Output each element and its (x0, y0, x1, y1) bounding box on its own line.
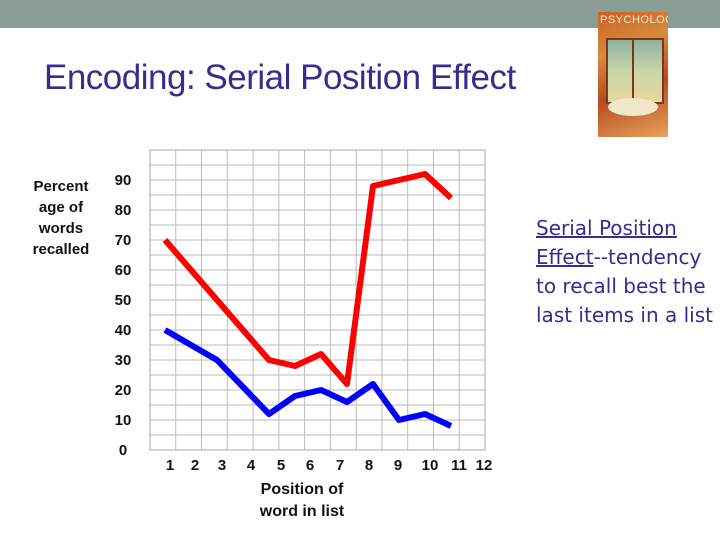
y-axis-label-line: age of (38, 199, 84, 216)
y-axis-label-line: recalled (32, 241, 90, 258)
x-tick-label: 8 (365, 457, 373, 474)
y-tick-label: 0 (119, 442, 127, 459)
blue-series-line (163, 327, 453, 429)
y-tick-label: 50 (115, 292, 132, 309)
y-axis-label: Percent age of words recalled (18, 176, 104, 260)
y-tick-label: 80 (115, 202, 132, 219)
y-tick-label: 40 (115, 322, 132, 339)
slide-title: Encoding: Serial Position Effect (44, 58, 516, 97)
y-tick-label: 10 (115, 412, 132, 429)
y-axis-label-line: Percent (33, 178, 89, 195)
plot-frame (149, 149, 486, 451)
x-tick-label: 4 (247, 457, 256, 474)
x-tick-label: 2 (191, 457, 199, 474)
x-tick-label: 10 (422, 457, 439, 474)
chart-grid (149, 149, 486, 451)
x-tick-label: 5 (277, 457, 285, 474)
x-tick-label: 11 (451, 457, 467, 474)
book-cover-window (606, 38, 664, 104)
book-cover-window-frame (632, 38, 634, 104)
y-tick-label: 60 (115, 262, 132, 279)
x-tick-label: 1 (166, 457, 174, 474)
definition-text: Serial Position Effect--tendency to reca… (536, 214, 720, 330)
x-axis-label: Position of word in list (252, 479, 352, 523)
definition-body: --tendency to recall best the last items… (536, 245, 713, 327)
x-tick-label: 12 (476, 457, 493, 474)
book-cover-table (608, 98, 658, 116)
red-series-line (162, 171, 454, 387)
y-tick-label: 30 (115, 352, 132, 369)
definition-term: Serial Position Effect (536, 216, 677, 269)
x-axis-label-line: word in list (259, 503, 345, 520)
y-tick-label: 70 (115, 232, 132, 249)
x-tick-label: 9 (394, 457, 402, 474)
x-tick-label: 7 (336, 457, 344, 474)
x-tick-label: 6 (306, 457, 314, 474)
y-tick-label: 20 (115, 382, 132, 399)
y-tick-labels: 0 10 20 30 40 50 60 70 80 90 (115, 172, 132, 459)
y-tick-label: 90 (115, 172, 132, 189)
y-axis-label-line: words (38, 220, 84, 237)
textbook-cover-image: PSYCHOLOGY (598, 12, 668, 137)
series-lines (162, 171, 454, 429)
x-axis-label-line: Position of (260, 481, 344, 498)
book-cover-title: PSYCHOLOGY (600, 14, 668, 26)
x-tick-labels: 1 2 3 4 5 6 7 8 9 10 11 12 (166, 457, 493, 474)
x-tick-label: 3 (218, 457, 226, 474)
